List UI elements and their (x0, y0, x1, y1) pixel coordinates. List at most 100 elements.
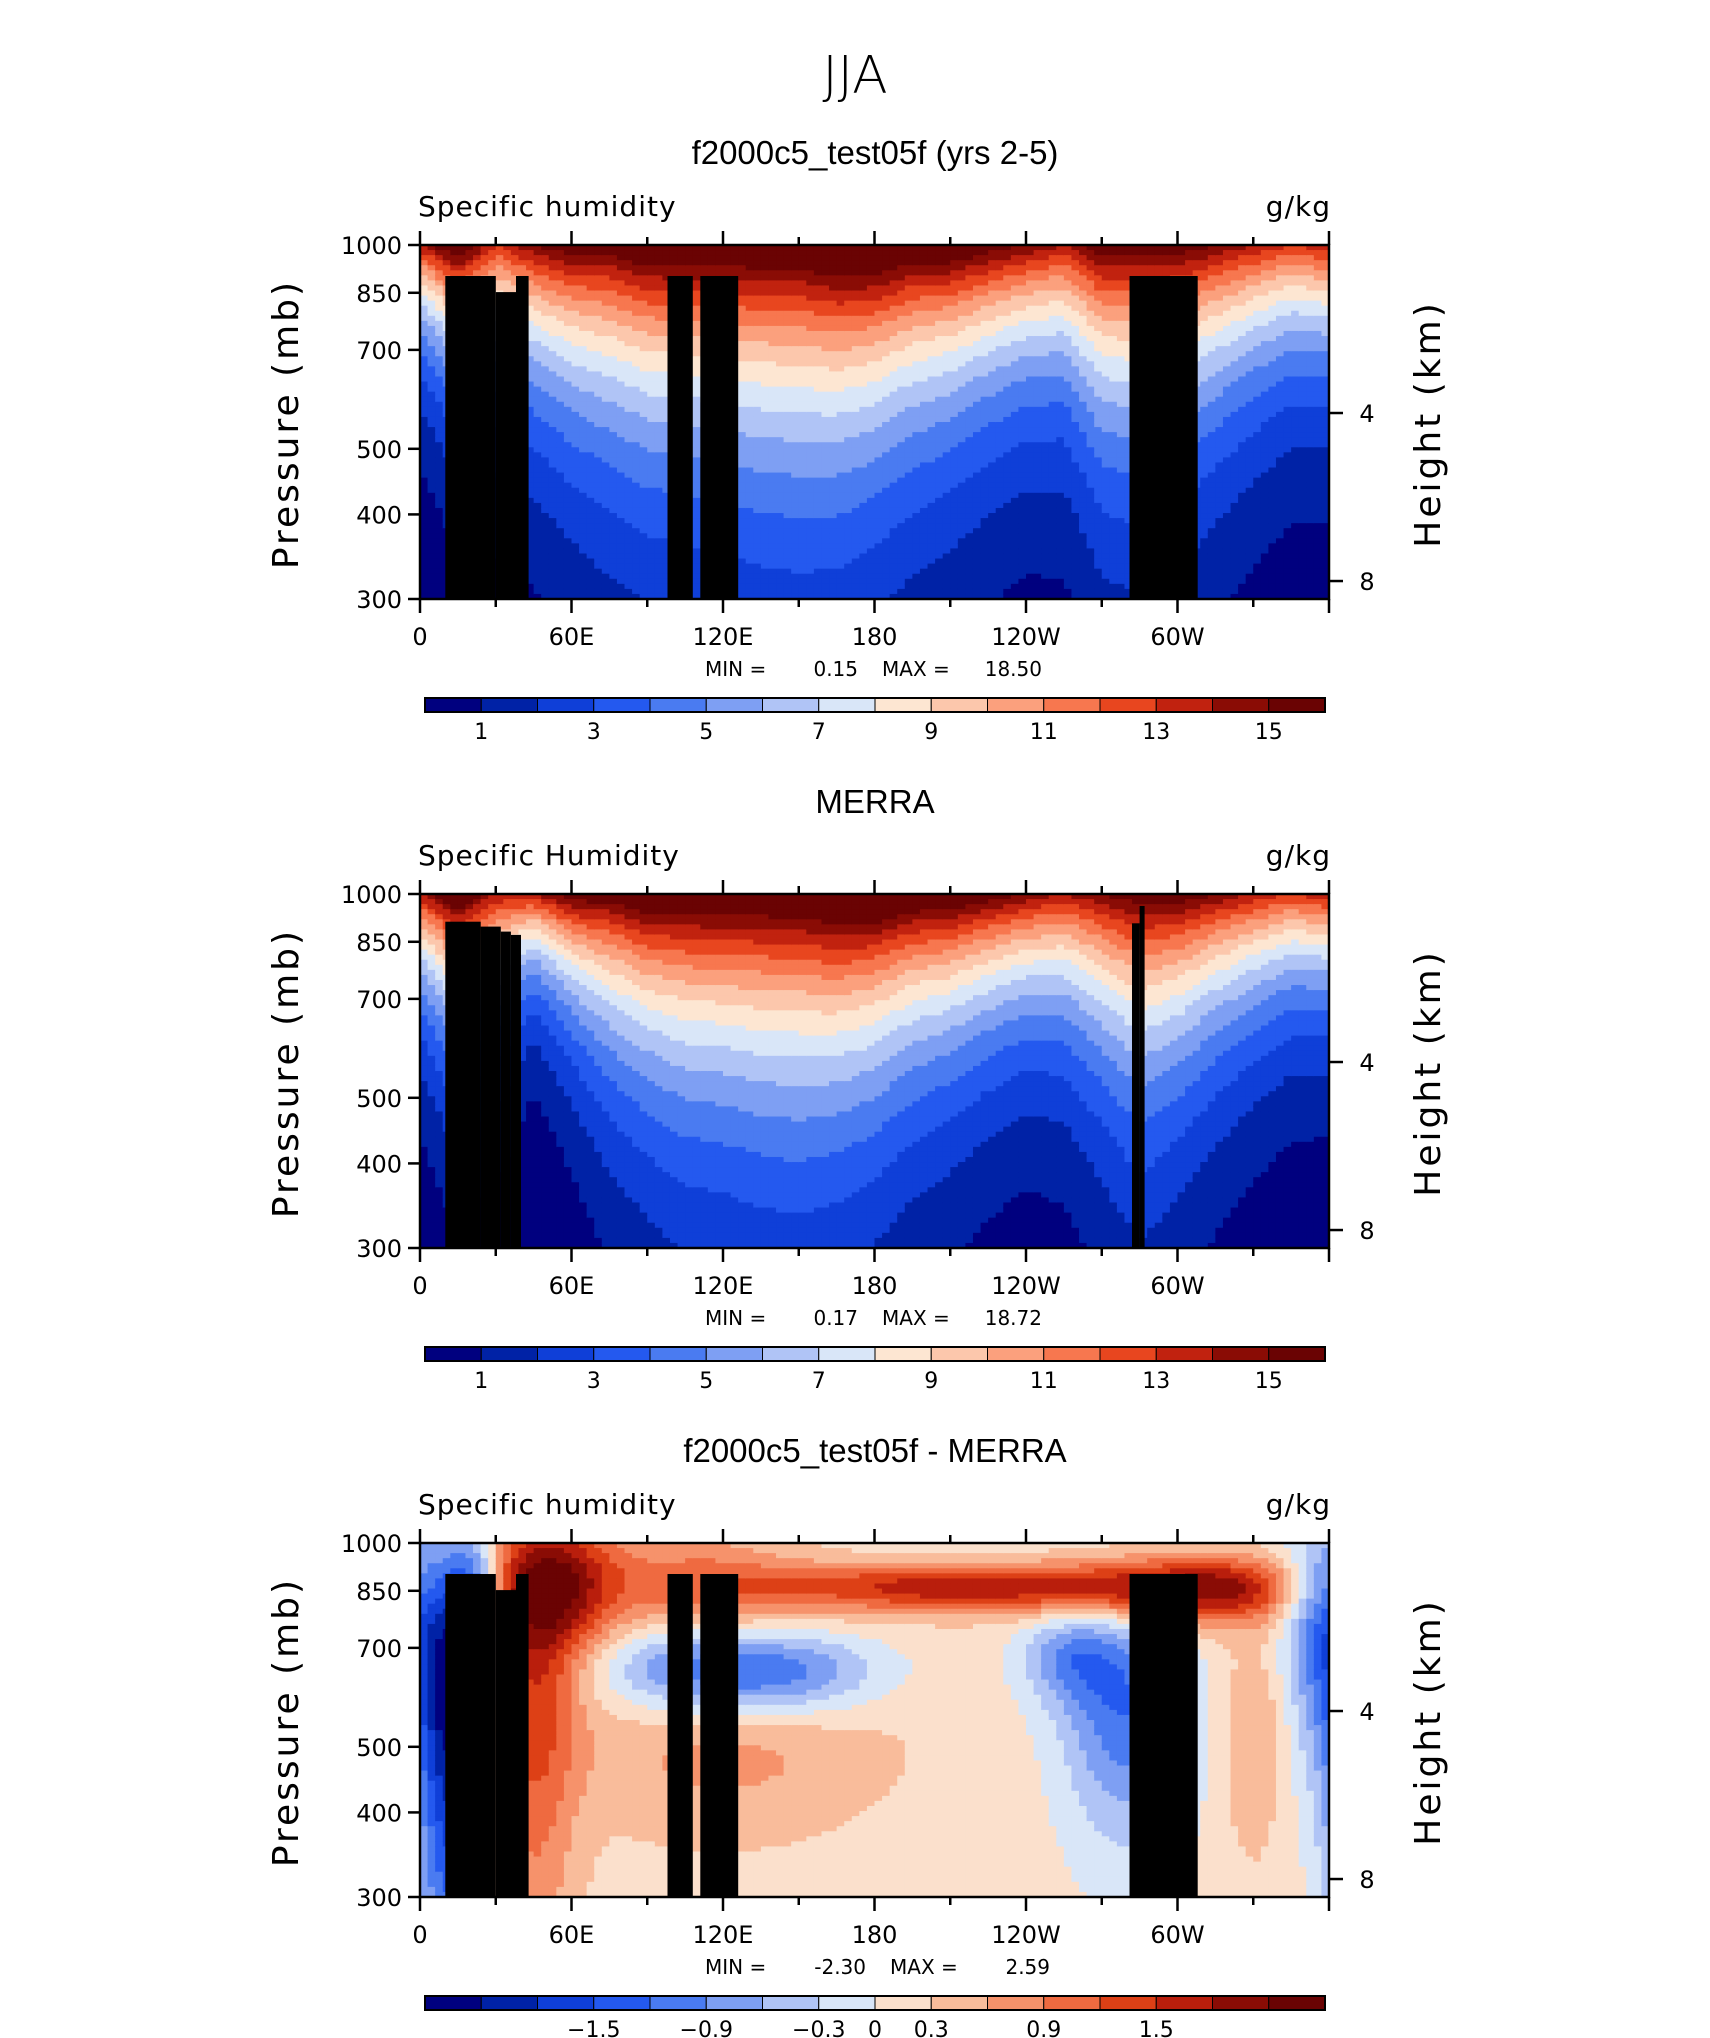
contour-cell (897, 457, 906, 464)
contour-cell (753, 513, 762, 519)
contour-cell (791, 593, 800, 600)
contour-cell (768, 437, 777, 443)
contour-cell (738, 295, 747, 302)
contour-cell (420, 573, 429, 580)
contour-cell (851, 255, 860, 261)
contour-cell (904, 366, 913, 373)
contour-cell (927, 285, 936, 292)
contour-cell (942, 300, 951, 307)
contour-cell (616, 432, 626, 438)
contour-cell (760, 285, 770, 292)
contour-cell (912, 391, 921, 398)
contour-cell (813, 492, 823, 499)
contour-cell (912, 250, 921, 256)
contour-cell (586, 548, 595, 555)
contour-cell (806, 310, 815, 317)
contour-cell (586, 391, 595, 398)
contour-cell (745, 371, 754, 378)
contour-cell (919, 376, 929, 383)
contour-cell (760, 366, 770, 373)
contour-cell (503, 245, 512, 251)
contour-cell (533, 366, 542, 373)
contour-cell (548, 492, 557, 499)
contour-cell (563, 518, 573, 524)
contour-cell (526, 518, 535, 524)
contour-cell (776, 593, 785, 600)
contour-cell (760, 502, 770, 509)
contour-cell (859, 275, 868, 281)
contour-cell (745, 336, 754, 342)
contour-cell (806, 416, 815, 423)
contour-cell (776, 482, 785, 489)
contour-cell (791, 406, 800, 413)
contour-cell (783, 457, 792, 464)
contour-cell (662, 462, 671, 469)
contour-cell (783, 487, 792, 494)
contour-cell (859, 593, 868, 600)
contour-cell (571, 523, 580, 529)
contour-cell (533, 265, 542, 271)
contour-cell (533, 502, 542, 509)
contour-cell (813, 452, 823, 458)
contour-cell (904, 528, 913, 534)
contour-cell (753, 346, 762, 352)
contour-cell (950, 548, 959, 555)
contour-cell (435, 432, 444, 438)
contour-cell (594, 320, 603, 327)
contour-cell (753, 401, 762, 408)
contour-cell (889, 553, 898, 560)
contour-cell (563, 573, 573, 580)
contour-cell (919, 507, 929, 514)
contour-cell (859, 457, 868, 464)
contour-cell (609, 462, 618, 469)
contour-cell (798, 250, 807, 256)
contour-cell (662, 341, 671, 347)
contour-cell (813, 280, 823, 287)
contour-cell (609, 391, 618, 398)
contour-cell (563, 513, 573, 519)
contour-cell (594, 588, 603, 595)
contour-cell (836, 528, 845, 534)
contour-cell (639, 593, 648, 600)
contour-cell (738, 457, 747, 464)
contour-cell (586, 320, 595, 327)
contour-cell (541, 422, 550, 428)
contour-cell (450, 270, 459, 276)
contour-cell (435, 583, 444, 590)
contour-cell (844, 336, 853, 342)
contour-cell (677, 250, 686, 256)
contour-cell (647, 320, 656, 327)
contour-cell (541, 538, 550, 544)
contour-cell (882, 401, 891, 408)
contour-cell (866, 477, 876, 484)
contour-cell (897, 285, 906, 292)
contour-cell (836, 366, 845, 373)
contour-cell (859, 523, 868, 529)
contour-cell (427, 568, 436, 575)
contour-cell (783, 432, 792, 438)
contour-cell (624, 462, 633, 469)
contour-cell (647, 366, 656, 373)
contour-cell (950, 295, 959, 302)
contour-cell (882, 578, 891, 585)
contour-cell (647, 422, 656, 428)
contour-cell (866, 533, 876, 539)
contour-cell (420, 371, 429, 378)
contour-cell (927, 376, 936, 383)
contour-cell (518, 250, 527, 256)
contour-cell (548, 341, 557, 347)
contour-cell (768, 391, 777, 398)
contour-cell (927, 553, 936, 560)
contour-cell (586, 472, 595, 479)
contour-cell (874, 588, 883, 595)
contour-cell (707, 260, 717, 266)
contour-cell (768, 265, 777, 271)
contour-cell (556, 300, 565, 307)
contour-cell (783, 300, 792, 307)
contour-cell (882, 366, 891, 373)
contour-cell (541, 492, 550, 499)
contour-cell (541, 578, 550, 585)
contour-cell (556, 558, 565, 565)
contour-cell (927, 411, 936, 418)
contour-cell (586, 578, 595, 585)
